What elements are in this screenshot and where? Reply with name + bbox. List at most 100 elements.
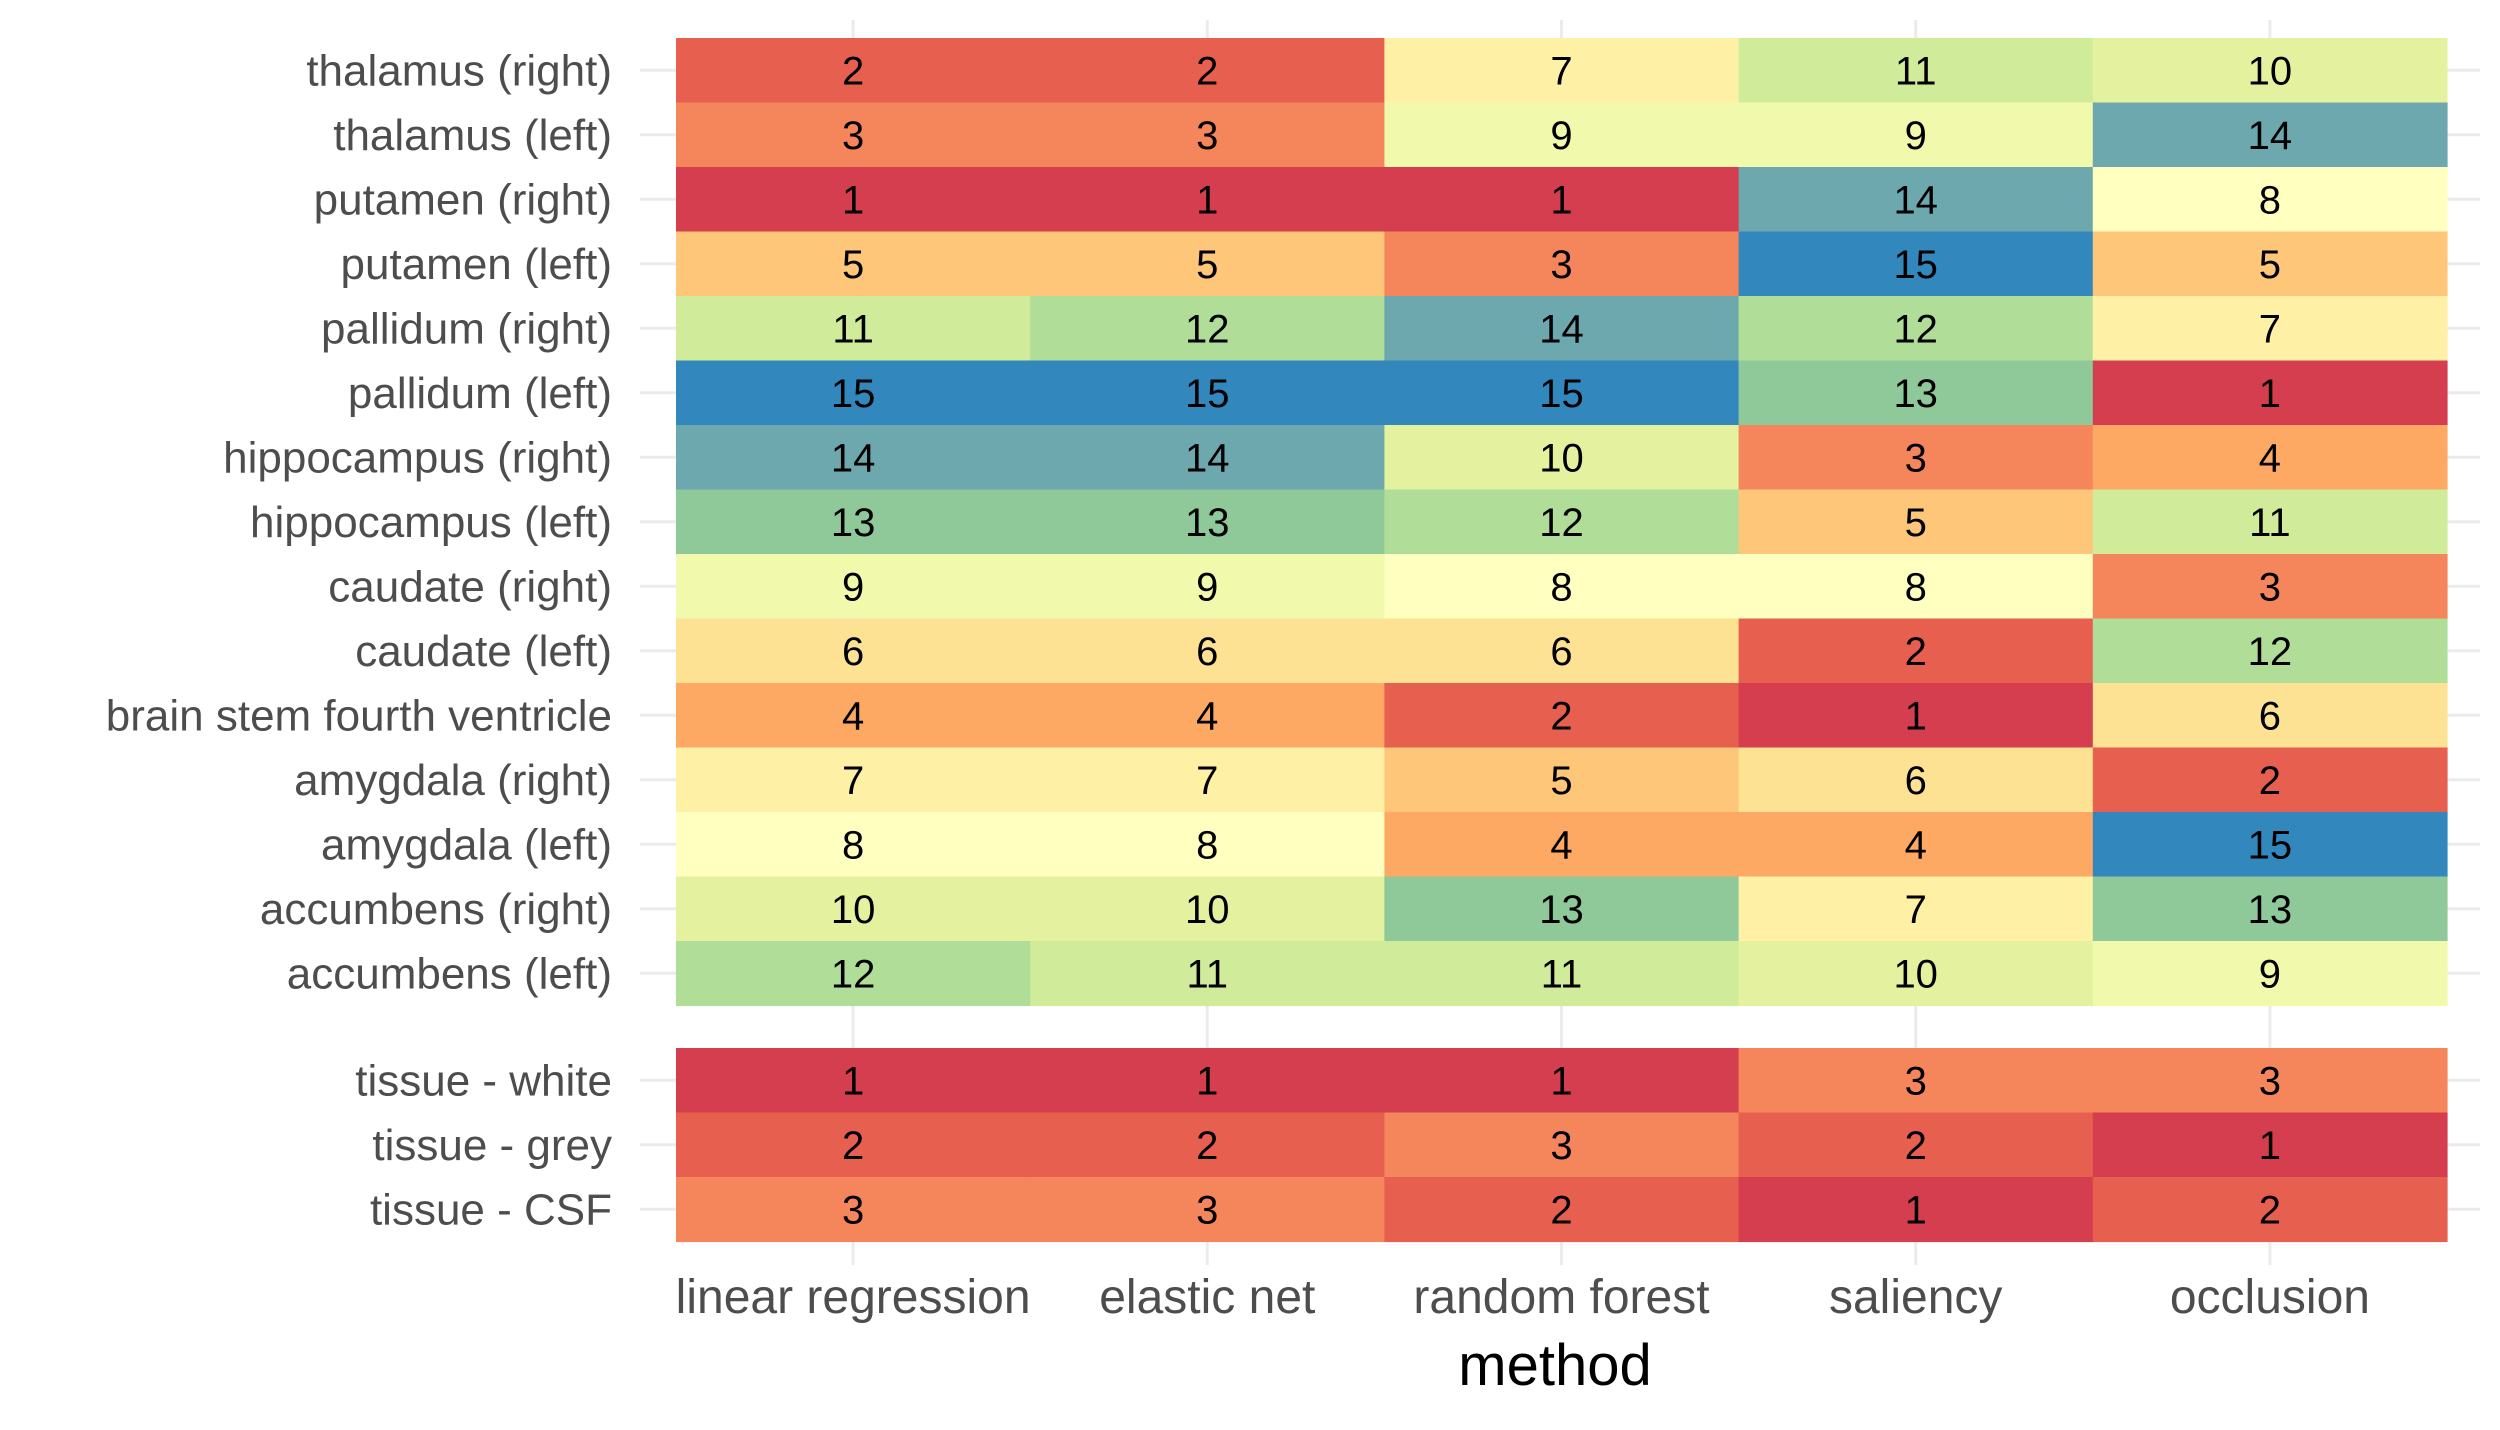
heatmap-cell (1030, 747, 1385, 813)
cell-value-label: 7 (1196, 759, 1218, 803)
heatmap-cell (1738, 296, 2094, 362)
heatmap-cell (1030, 489, 1385, 555)
cell-value-label: 13 (831, 501, 876, 545)
heatmap-cell (676, 425, 1031, 491)
heatmap-cell (2092, 1177, 2448, 1243)
heatmap-cell (676, 1048, 1031, 1114)
cell-value-label: 6 (842, 630, 864, 674)
heatmap-cell (1738, 38, 2094, 104)
cell-value-label: 2 (1196, 49, 1218, 93)
heatmap-cell (2092, 167, 2448, 233)
heatmap-cell (2092, 231, 2448, 297)
heatmap-cell (1384, 38, 1740, 104)
heatmap-cell (1030, 618, 1385, 684)
heatmap-cell (676, 747, 1031, 813)
cell-value-label: 3 (2259, 1059, 2281, 1103)
heatmap-cell (1738, 1177, 2094, 1243)
y-tick-label: tissue - CSF (370, 1185, 612, 1234)
cell-value-label: 11 (832, 307, 874, 351)
cell-value-label: 9 (2259, 952, 2281, 996)
y-tick-label: brain stem fourth ventricle (106, 691, 612, 740)
heatmap-cell (1030, 38, 1385, 104)
heatmap-cell (1738, 1048, 2094, 1114)
cell-value-label: 2 (842, 49, 864, 93)
cell-value-label: 3 (842, 1188, 864, 1232)
cell-value-label: 4 (1905, 823, 1927, 867)
cell-value-label: 2 (1905, 1124, 1927, 1168)
heatmap-cell (1384, 1048, 1740, 1114)
heatmap-cell (2092, 296, 2448, 362)
heatmap-cell (2092, 489, 2448, 555)
cell-value-label: 15 (1539, 372, 1584, 416)
heatmap-cell (2092, 360, 2448, 426)
y-tick-label: putamen (right) (314, 175, 612, 224)
heatmap-cell (1384, 296, 1740, 362)
cell-value-label: 7 (842, 759, 864, 803)
cell-value-label: 10 (2248, 49, 2293, 93)
heatmap-cell (2092, 876, 2448, 942)
heatmap-cell (676, 102, 1031, 168)
heatmap-cell (1030, 941, 1385, 1007)
heatmap-cell (1384, 747, 1740, 813)
y-tick-label: amygdala (left) (321, 820, 612, 869)
cell-value-label: 4 (2259, 436, 2281, 480)
heatmap-cell (2092, 425, 2448, 491)
cells-layer (676, 38, 2448, 1243)
cell-value-label: 3 (842, 114, 864, 158)
y-tick-label: amygdala (right) (294, 756, 612, 805)
heatmap-cell (676, 876, 1031, 942)
cell-value-label: 1 (1550, 178, 1572, 222)
y-tick-label: pallidum (right) (321, 304, 612, 353)
y-tick-label: accumbens (right) (260, 885, 612, 934)
heatmap-cell (2092, 38, 2448, 104)
cell-value-label: 1 (1550, 1059, 1572, 1103)
heatmap-cell (1030, 102, 1385, 168)
heatmap-cell (1030, 167, 1385, 233)
cell-value-label: 3 (1196, 114, 1218, 158)
cell-value-label: 3 (1550, 1124, 1572, 1168)
heatmap-cell (1738, 102, 2094, 168)
heatmap-cell (1030, 876, 1385, 942)
heatmap-cell (1738, 747, 2094, 813)
cell-value-label: 13 (2248, 888, 2293, 932)
cell-value-label: 14 (1539, 307, 1584, 351)
cell-value-label: 6 (1550, 630, 1572, 674)
cell-value-label: 7 (2259, 307, 2281, 351)
cell-value-label: 5 (1550, 759, 1572, 803)
cell-value-label: 11 (1895, 49, 1937, 93)
cell-value-label: 5 (1905, 501, 1927, 545)
heatmap-cell (1738, 876, 2094, 942)
heatmap-cell (676, 489, 1031, 555)
cell-value-label: 2 (842, 1124, 864, 1168)
cell-value-label: 9 (1196, 565, 1218, 609)
cell-value-label: 13 (1893, 372, 1938, 416)
cell-value-label: 12 (1539, 501, 1584, 545)
heatmap-cell (676, 1112, 1031, 1178)
heatmap-cell (676, 683, 1031, 749)
cell-value-label: 15 (1185, 372, 1230, 416)
y-tick-label: thalamus (left) (333, 111, 612, 160)
cell-value-label: 14 (1893, 178, 1938, 222)
heatmap-cell (1384, 683, 1740, 749)
x-tick-label: random forest (1413, 1271, 1709, 1324)
cell-value-label: 15 (2248, 823, 2293, 867)
heatmap-cell (1030, 683, 1385, 749)
heatmap-cell (2092, 554, 2448, 620)
cell-value-label: 10 (1539, 436, 1584, 480)
heatmap-cell (2092, 1112, 2448, 1178)
heatmap-cell (1738, 1112, 2094, 1178)
heatmap-cell (1384, 812, 1740, 878)
heatmap-cell (1384, 554, 1740, 620)
cell-value-label: 10 (831, 888, 876, 932)
cell-value-label: 12 (1185, 307, 1230, 351)
cell-value-label: 12 (1893, 307, 1938, 351)
cell-value-label: 3 (2259, 565, 2281, 609)
cell-value-label: 4 (842, 694, 864, 738)
heatmap-cell (1738, 812, 2094, 878)
cell-value-label: 2 (2259, 1188, 2281, 1232)
cell-value-label: 5 (2259, 243, 2281, 287)
heatmap-cell (2092, 941, 2448, 1007)
heatmap-cell (1738, 167, 2094, 233)
cell-value-label: 4 (1196, 694, 1218, 738)
cell-value-label: 11 (2249, 501, 2291, 545)
